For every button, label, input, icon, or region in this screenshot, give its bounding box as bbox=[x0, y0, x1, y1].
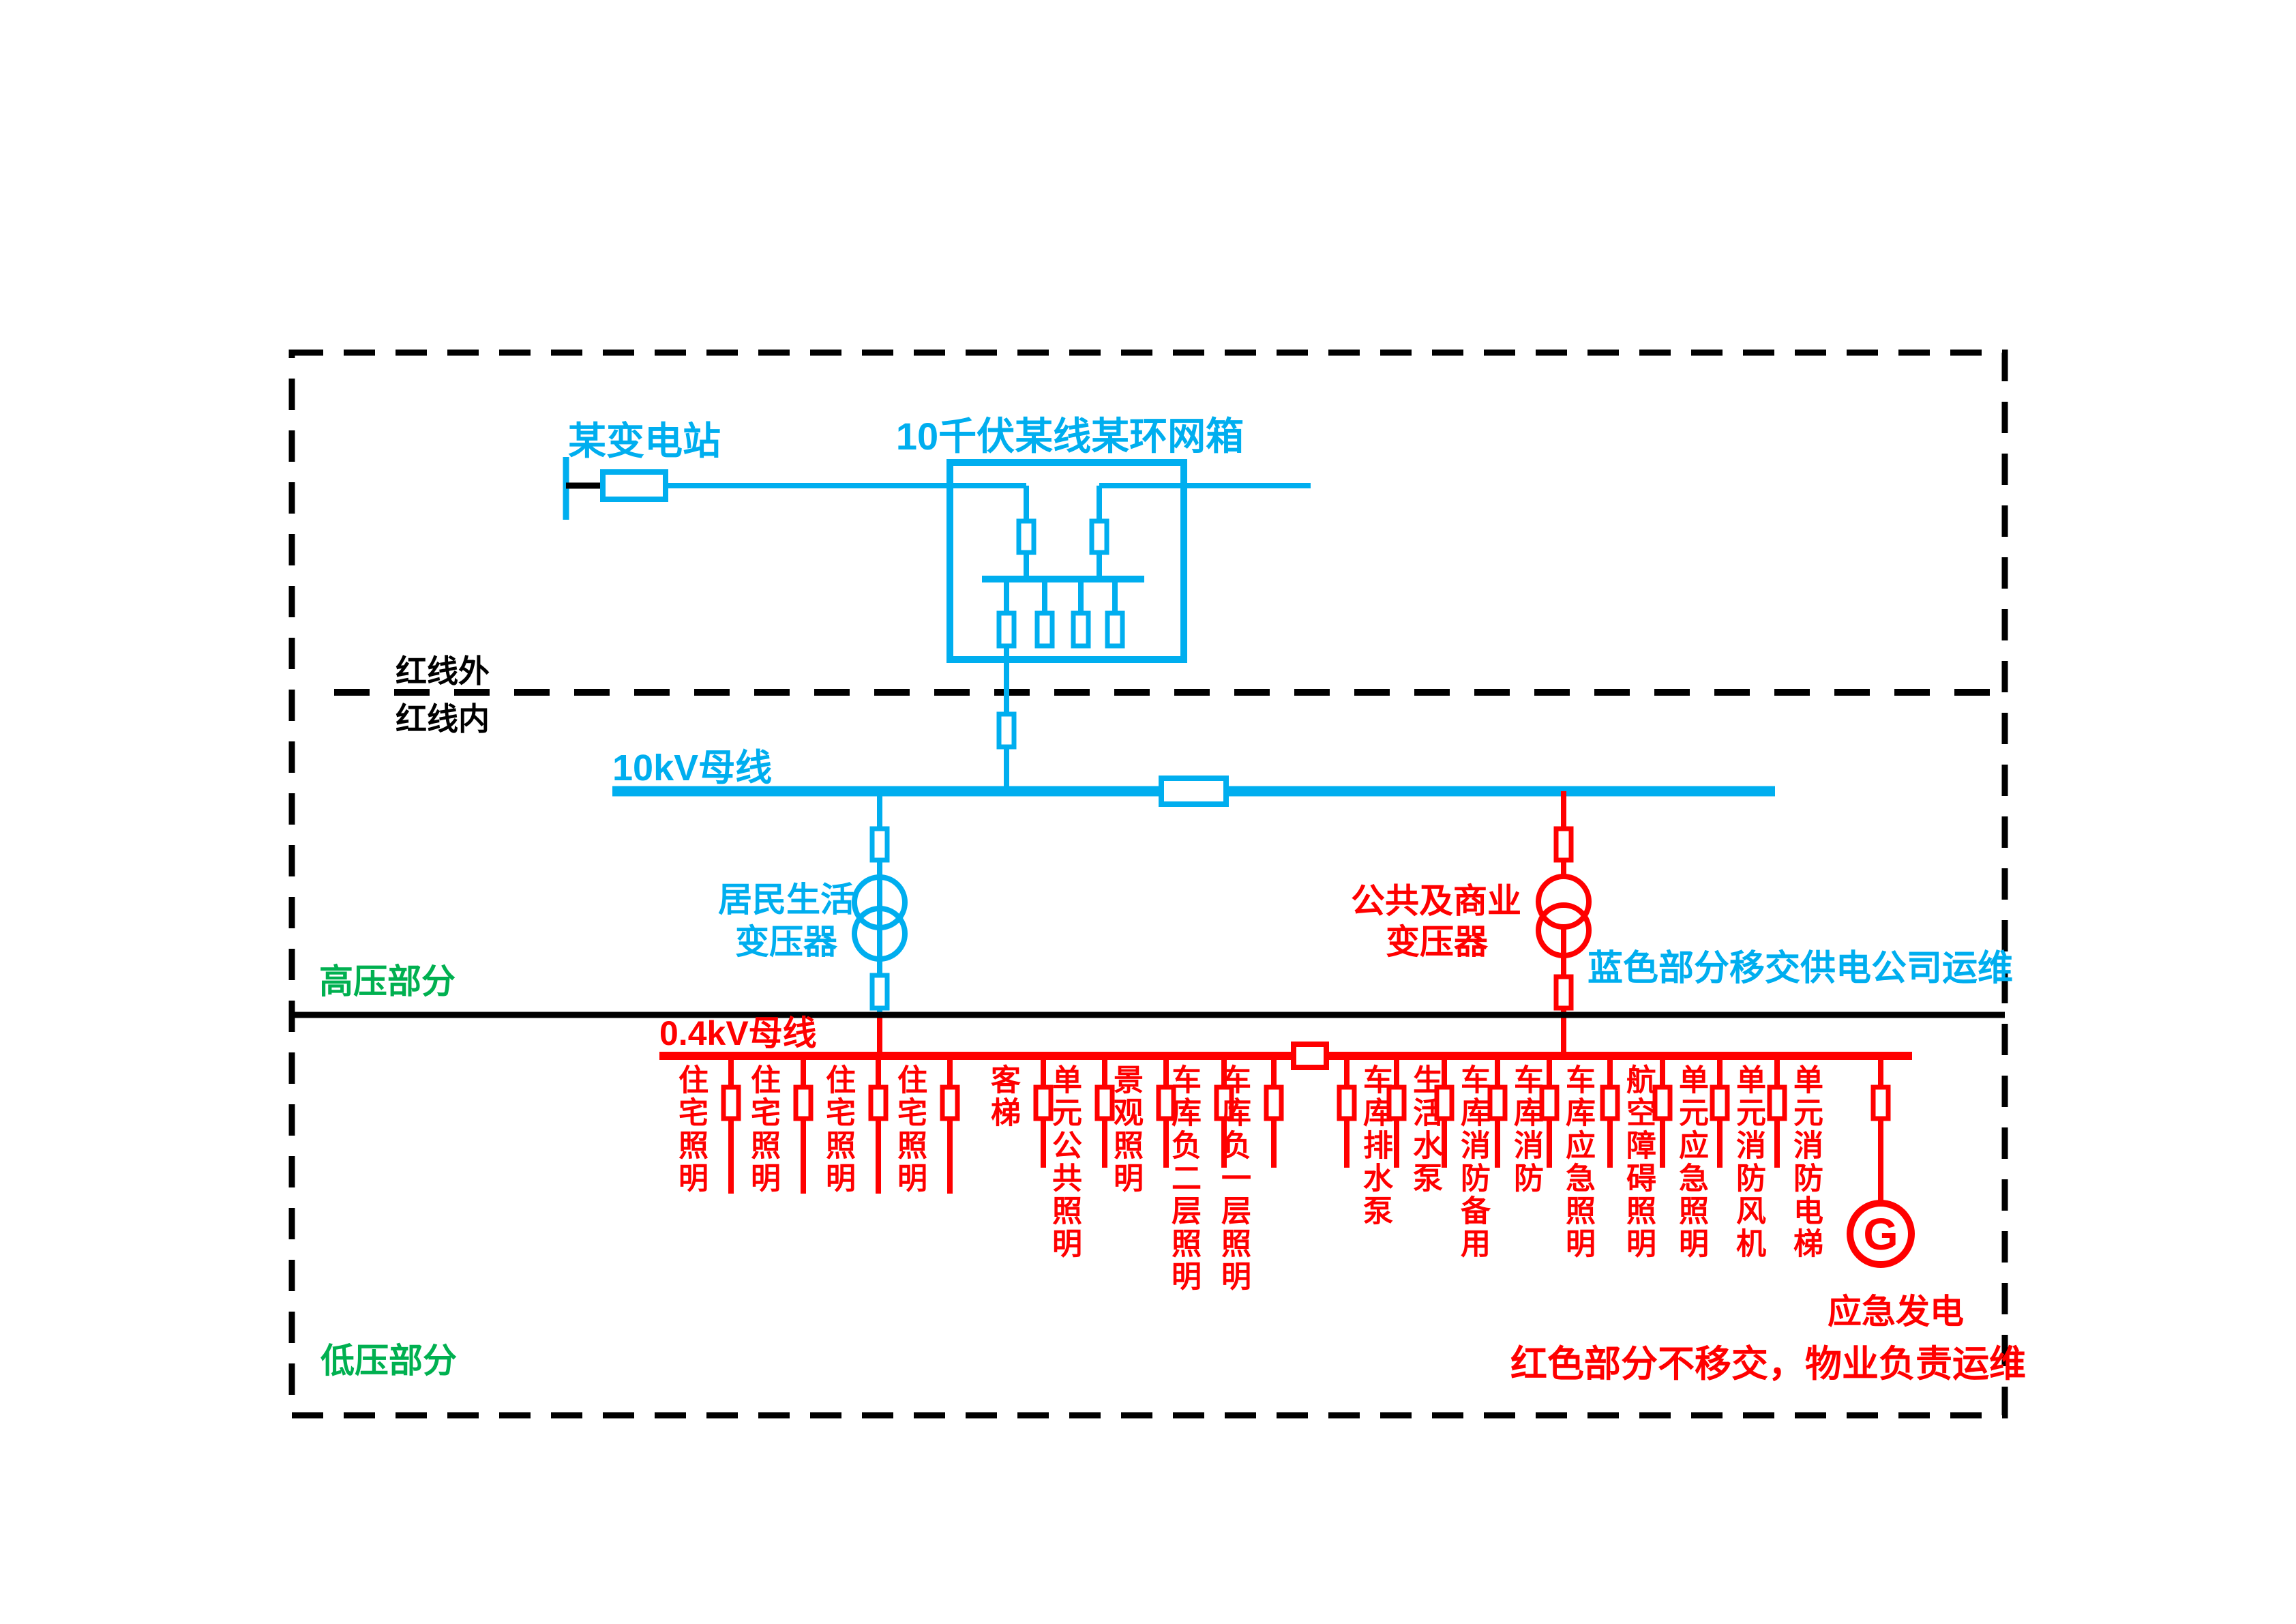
right-transformer-hv-switch bbox=[1553, 826, 1574, 863]
generator-symbol-letter: G bbox=[1863, 1209, 1898, 1259]
substation-breaker-symbol bbox=[600, 469, 668, 502]
ring-switch-symbol bbox=[1034, 610, 1055, 649]
feeder-switch-symbol bbox=[1386, 1084, 1407, 1121]
feeder-switch-symbol bbox=[868, 1084, 889, 1121]
bus-10kv-label: 10kV母线 bbox=[612, 748, 772, 788]
ring-switch-symbol bbox=[1016, 518, 1037, 555]
boundary-outside-label: 红线外 bbox=[396, 653, 490, 689]
feeder-label: 航空障碍照明 bbox=[1626, 1064, 1656, 1261]
ring-main-unit-box bbox=[946, 459, 1187, 663]
right-transformer-label-1: 公共及商业 bbox=[1351, 882, 1521, 920]
feeder-label: 住宅照明 bbox=[679, 1064, 709, 1196]
left-transformer-circle bbox=[852, 874, 908, 930]
feeder-switch-symbol bbox=[1264, 1084, 1284, 1121]
feeder-switch-symbol bbox=[1033, 1084, 1054, 1121]
feeder-switch-symbol bbox=[721, 1084, 741, 1121]
bus-tie-switch-04kv bbox=[1291, 1042, 1329, 1070]
red-note: 红色部分不移交，物业负责运维 bbox=[1510, 1344, 2026, 1385]
bus-tie-switch-10kv bbox=[1159, 776, 1229, 807]
feeder-label: 住宅照明 bbox=[826, 1064, 856, 1196]
feeder-switch-symbol bbox=[1487, 1084, 1508, 1121]
feeder-label: 车库负二层照明 bbox=[1172, 1064, 1202, 1294]
lv-section-label: 低压部分 bbox=[320, 1342, 457, 1380]
feeder-switch-symbol bbox=[1156, 1084, 1176, 1121]
feeder-label: 住宅照明 bbox=[751, 1064, 781, 1196]
feeder-switch-symbol bbox=[940, 1084, 960, 1121]
feeder-label: 车库消防 bbox=[1514, 1064, 1544, 1196]
boundary-inside-label: 红线内 bbox=[396, 701, 490, 737]
outer-dashed-border bbox=[288, 349, 2008, 1419]
left-transformer-hv-switch bbox=[869, 826, 890, 863]
right-transformer-circle bbox=[1536, 874, 1592, 930]
feeder-label: 单元公共照明 bbox=[1052, 1064, 1082, 1261]
left-transformer-label-2: 变压器 bbox=[735, 923, 838, 961]
feeder-switch-symbol bbox=[1539, 1084, 1560, 1121]
lv-feeders: 住宅照明 住宅照明 住宅照明 住宅照明 客梯 单元公共照明 景观照明车库负二层照明车库负一层… bbox=[679, 1056, 1823, 1294]
feeder-switch-symbol bbox=[1337, 1084, 1357, 1121]
feeder-switch-symbol bbox=[1434, 1084, 1455, 1121]
generator-circle-icon bbox=[1847, 1200, 1915, 1268]
left-transformer-label-1: 居民生活 bbox=[718, 881, 854, 919]
ring-switch-symbol bbox=[996, 610, 1017, 649]
cable-switch-symbol bbox=[996, 711, 1017, 750]
feeder-label: 客梯 bbox=[991, 1064, 1021, 1130]
left-transformer-lv-switch bbox=[869, 973, 890, 1011]
ring-box-label: 10千伏某线某环网箱 bbox=[896, 415, 1244, 458]
feeder-label: 单元应急照明 bbox=[1679, 1064, 1709, 1261]
right-transformer-circle bbox=[1536, 902, 1592, 958]
feeder-label: 单元消防风机 bbox=[1736, 1064, 1766, 1261]
feeder-label: 车库应急照明 bbox=[1566, 1064, 1596, 1261]
blue-note: 蓝色部分移交供电公司运维 bbox=[1587, 949, 2013, 988]
substation-label: 某变电站 bbox=[568, 419, 721, 462]
feeder-switch-symbol bbox=[1652, 1084, 1673, 1121]
generator-label: 应急发电 bbox=[1828, 1293, 1964, 1331]
right-transformer-label-2: 变压器 bbox=[1386, 923, 1489, 961]
right-transformer-lv-switch bbox=[1553, 974, 1574, 1011]
ring-switch-symbol bbox=[1071, 610, 1091, 649]
feeder-switch-symbol bbox=[1214, 1084, 1234, 1121]
feeder-label: 车库负一层照明 bbox=[1221, 1064, 1251, 1294]
feeder-switch-symbol bbox=[1767, 1084, 1787, 1121]
feeder-label: 生活水泵 bbox=[1413, 1064, 1444, 1196]
generator-switch-symbol bbox=[1870, 1084, 1891, 1121]
feeder-switch-symbol bbox=[1710, 1084, 1730, 1121]
feeder-label: 车库消防备用 bbox=[1461, 1064, 1491, 1261]
feeder-label: 景观照明 bbox=[1114, 1064, 1144, 1196]
left-transformer-circle bbox=[852, 906, 908, 962]
feeder-switch-symbol bbox=[793, 1084, 814, 1121]
hv-section-label: 高压部分 bbox=[319, 962, 456, 1001]
ring-switch-symbol bbox=[1105, 610, 1125, 649]
feeder-label: 住宅照明 bbox=[897, 1064, 927, 1196]
ring-switch-symbol bbox=[1089, 518, 1109, 555]
bus-04kv-label: 0.4kV母线 bbox=[659, 1014, 817, 1052]
feeder-label: 单元消防电梯 bbox=[1793, 1064, 1823, 1261]
feeder-switch-symbol bbox=[1094, 1084, 1115, 1121]
feeder-switch-symbol bbox=[1600, 1084, 1620, 1121]
